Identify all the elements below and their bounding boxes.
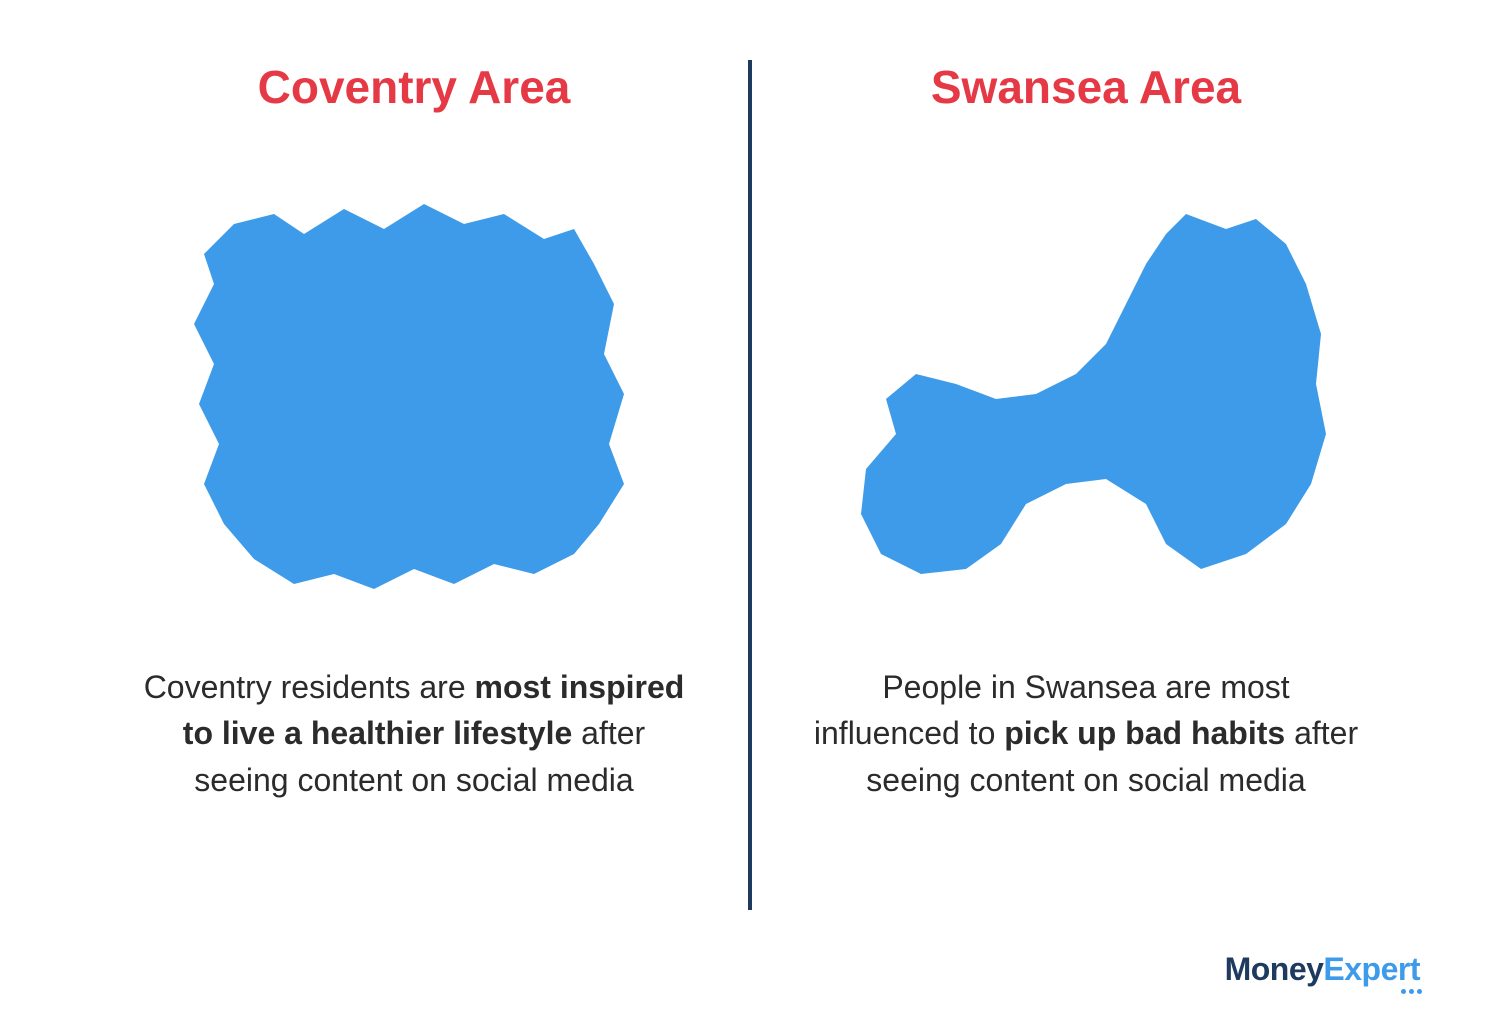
swansea-shape xyxy=(861,214,1326,574)
left-panel: Coventry Area Coventry residents are mos… xyxy=(80,60,748,910)
comparison-container: Coventry Area Coventry residents are mos… xyxy=(80,60,1420,910)
coventry-map-icon xyxy=(154,174,674,624)
left-description: Coventry residents are most inspired to … xyxy=(134,664,694,803)
swansea-map-icon xyxy=(826,174,1346,624)
logo-dots-icon xyxy=(1401,989,1422,994)
right-description: People in Swansea are most influenced to… xyxy=(806,664,1366,803)
moneyexpert-logo: MoneyExpert xyxy=(1225,951,1420,988)
coventry-shape xyxy=(194,204,624,589)
description-text-segment: Coventry residents are xyxy=(144,669,475,705)
logo-money-text: Money xyxy=(1225,951,1324,987)
description-bold-segment: pick up bad habits xyxy=(1004,715,1285,751)
left-panel-title: Coventry Area xyxy=(258,60,571,114)
right-panel: Swansea Area People in Swansea are most … xyxy=(752,60,1420,910)
coventry-map-container xyxy=(154,174,674,624)
right-panel-title: Swansea Area xyxy=(931,60,1241,114)
swansea-map-container xyxy=(826,174,1346,624)
logo-expert-text: Expert xyxy=(1323,951,1420,987)
